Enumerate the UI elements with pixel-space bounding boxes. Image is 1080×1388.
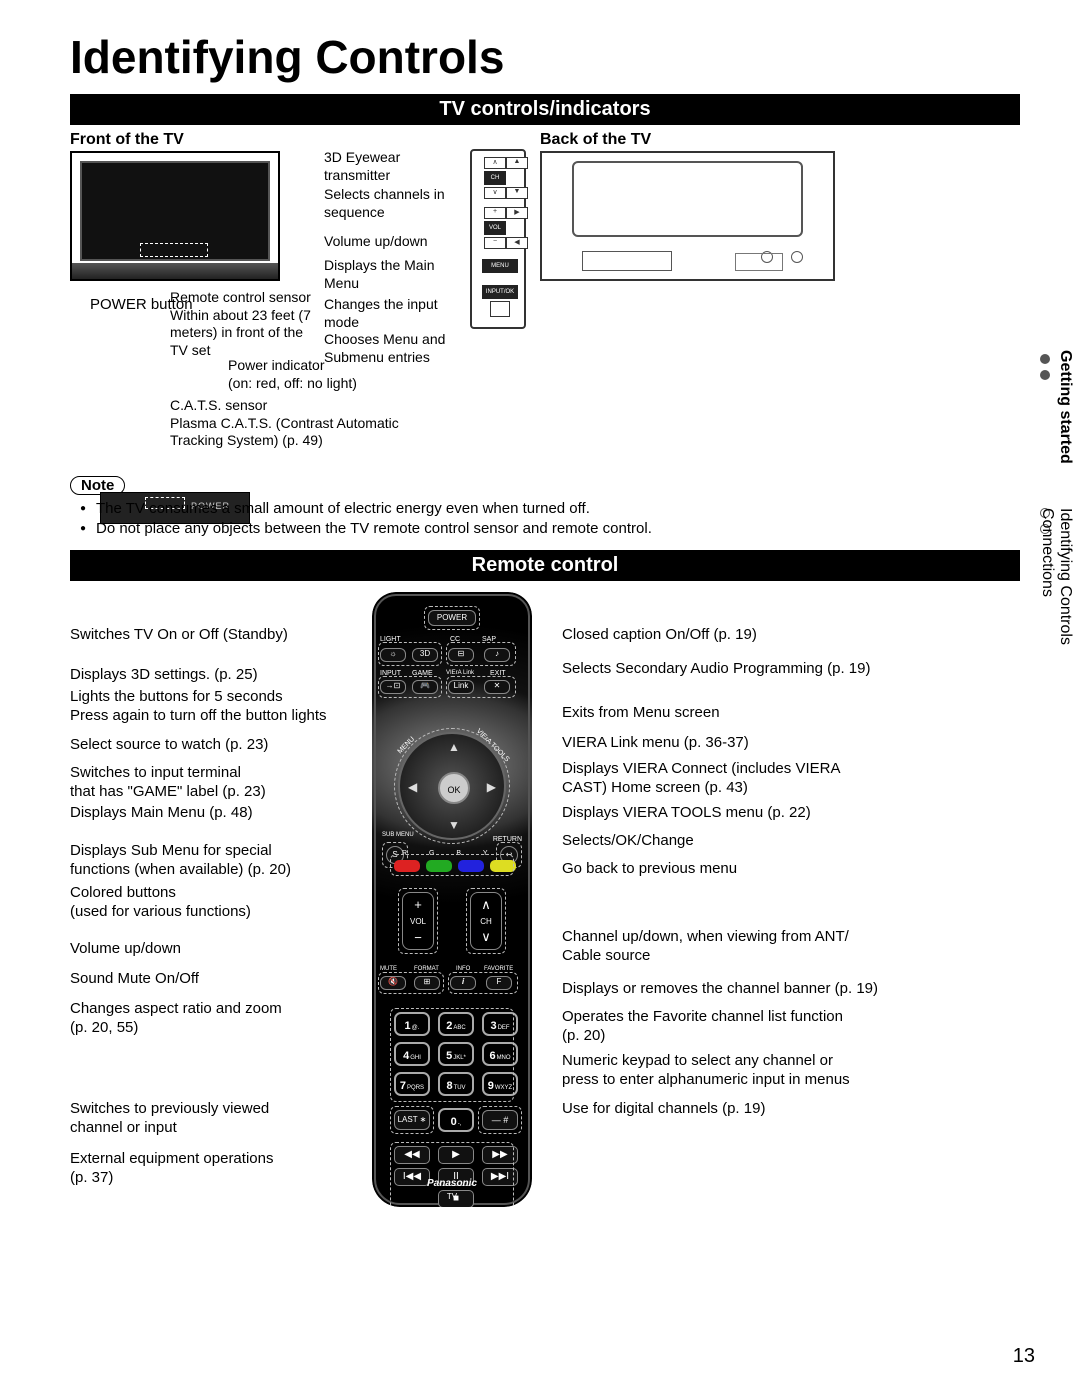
tv-section-header: TV controls/indicators — [70, 94, 1020, 125]
tv-front-illustration — [70, 151, 280, 281]
note-list: The TV consumes a small amount of electr… — [80, 499, 1020, 540]
page-number: 13 — [1013, 1345, 1035, 1368]
page-title: Identifying Controls — [0, 0, 1080, 94]
tv-back-illustration — [540, 151, 835, 281]
brand-label: Panasonic — [372, 1178, 532, 1189]
volume-label: Volume up/down — [324, 233, 454, 251]
callout-right: Displays or removes the channel banner (… — [562, 979, 882, 999]
callout-right: Operates the Favorite channel list funct… — [562, 1007, 882, 1046]
remote-sensor-label: Remote control sensor Within about 23 fe… — [170, 289, 320, 359]
remote-section: POWER ☼ 3D ⊟ ♪ LIGHT CC SAP INPUT GAME V… — [70, 587, 1020, 1227]
callout-left: Switches to input terminal that has "GAM… — [70, 763, 360, 802]
note-item: Do not place any objects between the TV … — [80, 519, 1020, 539]
callout-right: Selects Secondary Audio Programming (p. … — [562, 659, 882, 679]
callout-left: Displays Main Menu (p. 48) — [70, 803, 360, 823]
callout-right: Exits from Menu screen — [562, 703, 882, 723]
callout-right: Use for digital channels (p. 19) — [562, 1099, 882, 1119]
callout-left: Displays Sub Menu for special functions … — [70, 841, 360, 880]
callout-left: Displays 3D settings. (p. 25) — [70, 665, 360, 685]
eyewear-label: 3D Eyewear transmitter — [324, 149, 454, 184]
remote-section-header: Remote control — [70, 550, 1020, 581]
callout-left: External equipment operations (p. 37) — [70, 1149, 360, 1188]
callout-left: Volume up/down — [70, 939, 360, 959]
callout-right: VIERA Link menu (p. 36-37) — [562, 733, 882, 753]
tv-side-panel: ∧ ▲ CH ∨ ▼ + ▶ VOL − ◀ MENU INPUT/OK — [470, 149, 526, 329]
cats-sensor-label: C.A.T.S. sensor Plasma C.A.T.S. (Contras… — [170, 397, 430, 450]
callout-right: Displays VIERA Connect (includes VIERA C… — [562, 759, 882, 798]
callout-left: Colored buttons (used for various functi… — [70, 883, 360, 922]
callout-left: Lights the buttons for 5 seconds Press a… — [70, 687, 360, 726]
callout-right: Displays VIERA TOOLS menu (p. 22) — [562, 803, 882, 823]
note-item: The TV consumes a small amount of electr… — [80, 499, 1020, 519]
tv-label: TV — [372, 1192, 532, 1201]
front-of-tv-label: Front of the TV — [70, 131, 184, 149]
callout-left: Switches TV On or Off (Standby) — [70, 625, 360, 645]
callout-right: Closed caption On/Off (p. 19) — [562, 625, 882, 645]
main-menu-label: Displays the Main Menu — [324, 257, 454, 292]
tv-controls-section: Front of the TV Back of the TV POWER POW… — [70, 131, 1020, 476]
callout-left: Sound Mute On/Off — [70, 969, 360, 989]
ch-seq-label: Selects channels in sequence — [324, 186, 454, 221]
input-mode-label: Changes the input mode Chooses Menu and … — [324, 296, 464, 366]
callout-left: Select source to watch (p. 23) — [70, 735, 360, 755]
side-tab: Getting started Connections Identifying … — [1038, 350, 1080, 690]
callout-left: Changes aspect ratio and zoom (p. 20, 55… — [70, 999, 360, 1038]
remote-illustration: POWER ☼ 3D ⊟ ♪ LIGHT CC SAP INPUT GAME V… — [372, 592, 532, 1207]
back-of-tv-label: Back of the TV — [540, 131, 651, 149]
callout-right: Selects/OK/Change — [562, 831, 882, 851]
callout-left: Switches to previously viewed channel or… — [70, 1099, 360, 1138]
callout-right: Channel up/down, when viewing from ANT/ … — [562, 927, 882, 966]
callout-right: Numeric keypad to select any channel or … — [562, 1051, 882, 1090]
callout-right: Go back to previous menu — [562, 859, 882, 879]
